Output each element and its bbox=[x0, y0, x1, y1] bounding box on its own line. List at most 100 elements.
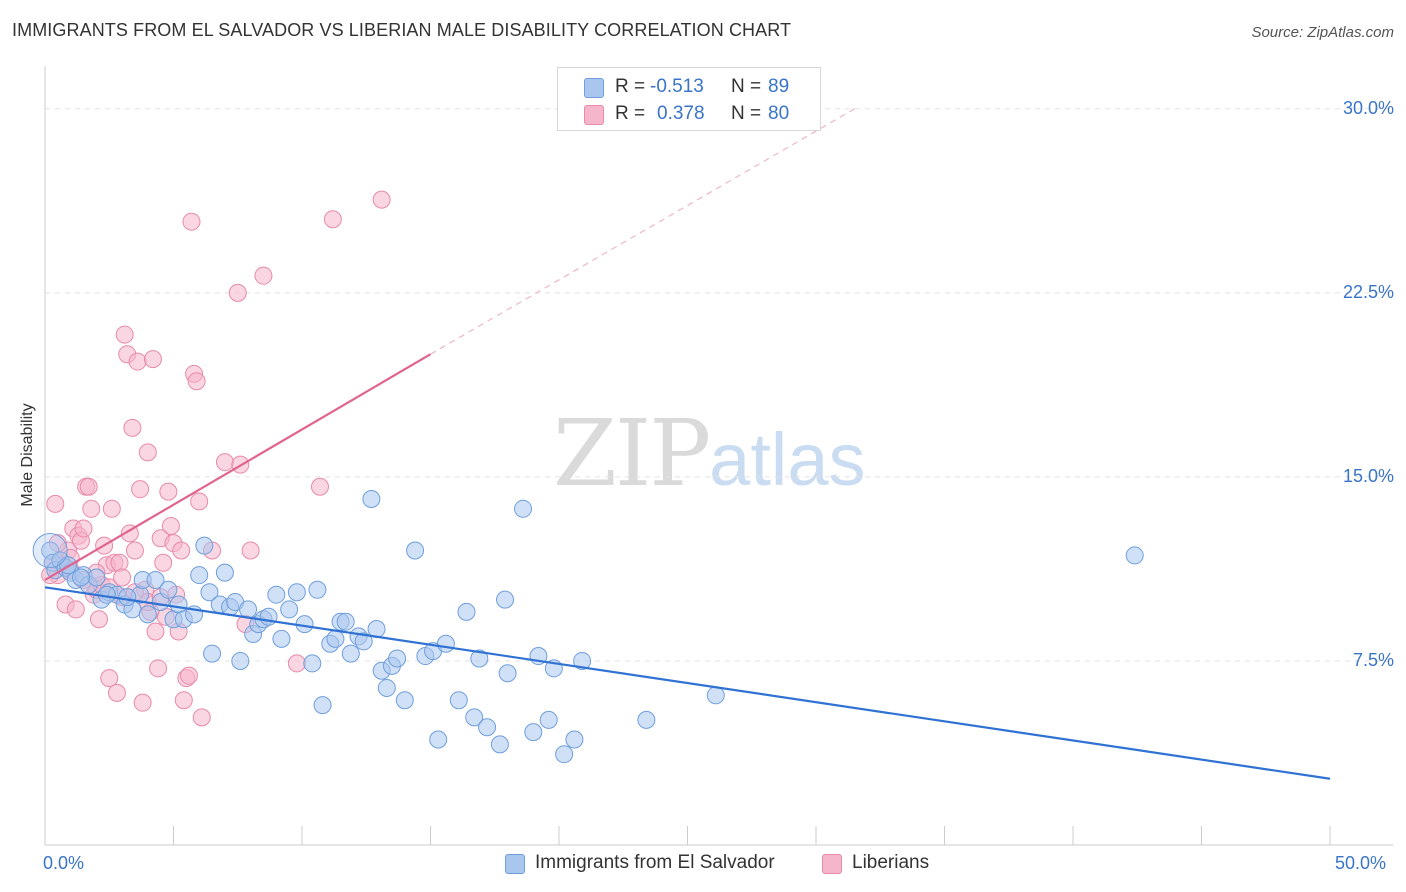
liberian-point bbox=[149, 659, 168, 678]
x-tick-max: 50.0% bbox=[1335, 853, 1387, 873]
liberian-point bbox=[182, 212, 201, 231]
el-salvador-point bbox=[267, 585, 286, 604]
liberian-point bbox=[115, 325, 134, 344]
liberian-point bbox=[172, 541, 191, 560]
el-salvador-point bbox=[565, 730, 584, 749]
liberian-point bbox=[128, 352, 147, 371]
stats-n-label: N = bbox=[731, 103, 762, 124]
liberian-point bbox=[179, 666, 198, 685]
liberian-point bbox=[192, 708, 211, 727]
el-salvador-point bbox=[498, 664, 517, 683]
el-salvador-point bbox=[436, 634, 455, 653]
liberian-point bbox=[159, 482, 178, 501]
el-salvador-point bbox=[457, 602, 476, 621]
el-salvador-point bbox=[555, 745, 574, 764]
liberian-point bbox=[131, 480, 150, 499]
el-salvador-point bbox=[377, 678, 396, 697]
liberian-point bbox=[215, 453, 234, 472]
stats-r-value: 0.378 bbox=[657, 103, 705, 124]
liberian-point bbox=[174, 691, 193, 710]
el-salvador-point bbox=[190, 566, 209, 585]
stats-r-label: R = bbox=[615, 76, 646, 97]
el-salvador-point bbox=[514, 499, 533, 518]
liberian-point bbox=[138, 443, 157, 462]
liberian-point bbox=[66, 600, 85, 619]
liberian-point bbox=[241, 541, 260, 560]
liberian-point bbox=[89, 610, 108, 629]
liberian-point bbox=[146, 622, 165, 641]
liberian-point bbox=[323, 210, 342, 229]
liberian-point bbox=[82, 499, 101, 518]
el-salvador-point bbox=[406, 541, 425, 560]
y-tick-label: 15.0% bbox=[1342, 465, 1394, 486]
chart-title: IMMIGRANTS FROM EL SALVADOR VS LIBERIAN … bbox=[12, 20, 792, 40]
liberian-point bbox=[287, 654, 306, 673]
el-salvador-point bbox=[470, 649, 489, 668]
el-salvador-point bbox=[395, 691, 414, 710]
stats-box: R = -0.513 N = 89 R = 0.378 N = 80 bbox=[557, 67, 821, 131]
liberian-point bbox=[310, 477, 329, 496]
el-salvador-point bbox=[465, 708, 484, 727]
x-tick-min: 0.0% bbox=[43, 853, 85, 873]
el-salvador-point bbox=[354, 632, 373, 651]
liberian-point bbox=[46, 494, 65, 513]
el-salvador-point bbox=[336, 612, 355, 631]
stats-n-value: 80 bbox=[768, 103, 790, 124]
el-salvador-point bbox=[313, 696, 332, 715]
liberian-point bbox=[79, 477, 98, 496]
el-salvador-point bbox=[195, 536, 214, 555]
el-salvador-point bbox=[539, 710, 558, 729]
source-label: Source: ZipAtlas.com bbox=[1251, 24, 1394, 41]
legend-swatch-el-salvador bbox=[505, 854, 525, 874]
liberian-point bbox=[120, 524, 139, 543]
liberian-point bbox=[123, 418, 142, 437]
el-salvador-point bbox=[308, 580, 327, 599]
el-salvador-point bbox=[1125, 546, 1144, 565]
el-salvador-point bbox=[637, 710, 656, 729]
el-salvador-point bbox=[326, 629, 345, 648]
y-tick-label: 22.5% bbox=[1342, 281, 1394, 302]
watermark: ZIPatlas bbox=[553, 400, 865, 507]
el-salvador-point bbox=[706, 686, 725, 705]
liberian-point bbox=[113, 568, 132, 587]
trend-line-liberians-extension bbox=[430, 108, 855, 355]
liberian-point bbox=[187, 372, 206, 391]
y-tick-label: 7.5% bbox=[1352, 649, 1394, 670]
liberian-point bbox=[228, 283, 247, 302]
liberian-point bbox=[74, 519, 93, 538]
liberian-point bbox=[143, 350, 162, 369]
legend-swatch-liberians bbox=[822, 854, 842, 874]
el-salvador-point bbox=[203, 644, 222, 663]
el-salvador-point bbox=[87, 568, 106, 587]
watermark-zip: ZIP bbox=[553, 400, 711, 507]
liberian-point bbox=[133, 693, 152, 712]
stats-n-label: N = bbox=[731, 76, 762, 97]
el-salvador-point bbox=[573, 651, 592, 670]
el-salvador-point bbox=[478, 718, 497, 737]
el-salvador-point bbox=[362, 489, 381, 508]
legend-label-liberians: Liberians bbox=[852, 852, 930, 873]
el-salvador-point bbox=[138, 605, 157, 624]
stats-n-value: 89 bbox=[768, 76, 790, 97]
grid-lines bbox=[45, 108, 1393, 662]
axes bbox=[44, 66, 1393, 846]
trend-line-liberians bbox=[44, 353, 432, 581]
el-salvador-point bbox=[146, 570, 165, 589]
el-salvador-point bbox=[524, 723, 543, 742]
trend-lines bbox=[44, 108, 1331, 780]
watermark-atlas: atlas bbox=[709, 418, 866, 501]
el-salvador-point bbox=[280, 600, 299, 619]
liberian-point bbox=[125, 541, 144, 560]
el-salvador-point bbox=[118, 588, 137, 607]
stats-r-value: -0.513 bbox=[650, 76, 704, 97]
stats-swatch-liberians bbox=[584, 105, 604, 125]
liberian-point bbox=[110, 553, 129, 572]
liberian-point bbox=[372, 190, 391, 209]
el-salvador-point bbox=[490, 735, 509, 754]
liberian-point bbox=[154, 553, 173, 572]
el-salvador-point bbox=[71, 568, 90, 587]
el-salvador-point bbox=[272, 629, 291, 648]
liberian-point bbox=[102, 499, 121, 518]
legend-label-el-salvador: Immigrants from El Salvador bbox=[535, 852, 775, 873]
liberian-point bbox=[190, 492, 209, 511]
